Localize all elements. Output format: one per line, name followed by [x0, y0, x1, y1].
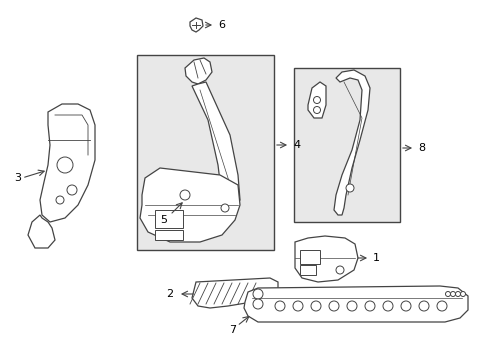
Circle shape — [310, 301, 320, 311]
Circle shape — [449, 292, 454, 297]
Circle shape — [313, 107, 320, 113]
Bar — [137, 55, 273, 250]
Circle shape — [57, 157, 73, 173]
Text: 3: 3 — [15, 173, 21, 183]
Polygon shape — [333, 70, 369, 215]
Circle shape — [445, 292, 449, 297]
Polygon shape — [192, 82, 240, 205]
Polygon shape — [40, 104, 95, 222]
Circle shape — [56, 196, 64, 204]
Text: 8: 8 — [417, 143, 424, 153]
Text: 5: 5 — [160, 215, 167, 225]
Bar — [299, 265, 315, 275]
Text: 6: 6 — [218, 20, 224, 30]
Polygon shape — [184, 58, 212, 84]
Circle shape — [67, 185, 77, 195]
Text: 2: 2 — [165, 289, 173, 299]
Bar — [155, 210, 183, 228]
Circle shape — [436, 301, 446, 311]
Text: 7: 7 — [229, 325, 236, 335]
Bar — [293, 68, 399, 222]
Circle shape — [292, 301, 303, 311]
Polygon shape — [190, 18, 203, 32]
Polygon shape — [244, 286, 467, 322]
Polygon shape — [307, 82, 325, 118]
Circle shape — [454, 292, 460, 297]
Text: 4: 4 — [292, 140, 300, 150]
Circle shape — [274, 301, 285, 311]
Circle shape — [180, 190, 190, 200]
Circle shape — [418, 301, 428, 311]
Polygon shape — [192, 278, 278, 308]
Circle shape — [252, 299, 263, 309]
Circle shape — [328, 301, 338, 311]
Circle shape — [335, 266, 343, 274]
Circle shape — [346, 301, 356, 311]
Polygon shape — [28, 215, 55, 248]
Circle shape — [400, 301, 410, 311]
Bar — [155, 230, 183, 240]
Polygon shape — [140, 168, 240, 242]
Circle shape — [252, 289, 263, 299]
Circle shape — [221, 204, 228, 212]
Text: 1: 1 — [372, 253, 379, 263]
Circle shape — [460, 292, 465, 297]
Polygon shape — [294, 236, 357, 282]
Circle shape — [313, 96, 320, 104]
Bar — [299, 250, 319, 264]
Circle shape — [346, 184, 353, 192]
Circle shape — [382, 301, 392, 311]
Circle shape — [364, 301, 374, 311]
